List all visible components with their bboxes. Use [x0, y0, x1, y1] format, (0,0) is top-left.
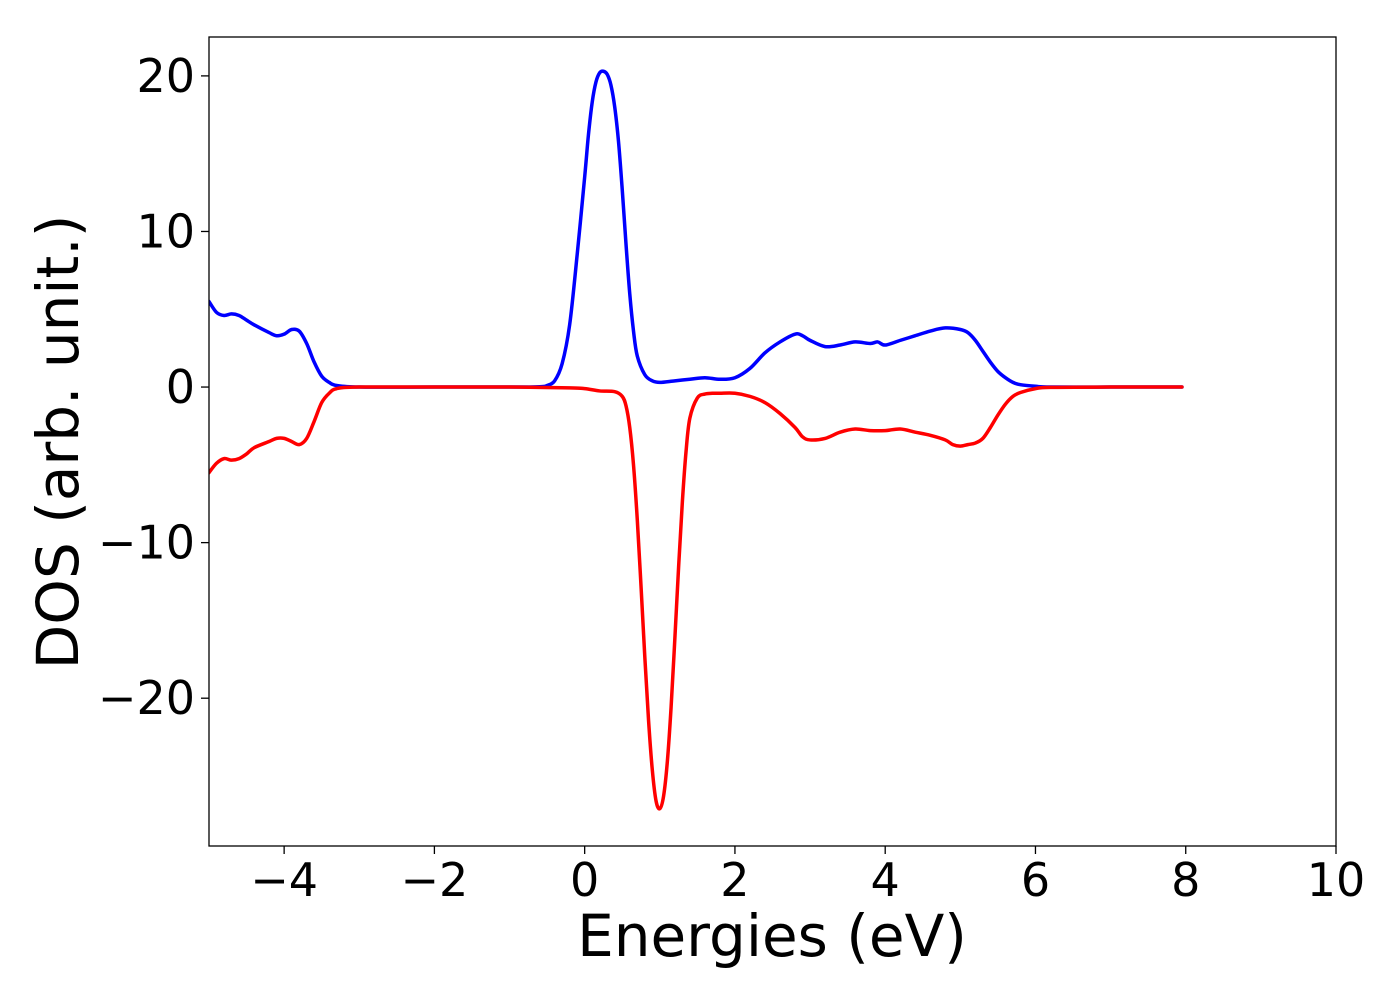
- x-axis: −4 −2 0 2 4 6 8 10: [250, 846, 1365, 907]
- x-tick-label: 10: [1307, 853, 1366, 907]
- x-tick-label: −4: [250, 853, 318, 907]
- y-tick-label: 0: [166, 360, 195, 414]
- y-tick-label: −10: [98, 516, 195, 570]
- y-tick-label: 10: [136, 204, 195, 258]
- x-tick-label: 2: [720, 853, 749, 907]
- y-axis-label: DOS (arb. unit.): [24, 215, 92, 670]
- y-tick-label: 20: [136, 49, 195, 103]
- x-tick-label: −2: [400, 853, 468, 907]
- x-axis-label: Energies (eV): [577, 902, 967, 970]
- series-line-1: [209, 69, 1184, 389]
- plot-frame: [208, 36, 1337, 847]
- x-tick-label: 6: [1021, 853, 1050, 907]
- series-line-2: [209, 385, 1184, 811]
- y-axis: 20 10 0 −10 −20: [98, 49, 209, 725]
- x-tick-label: 8: [1171, 853, 1200, 907]
- x-tick-label: 0: [570, 853, 599, 907]
- x-tick-label: 4: [871, 853, 900, 907]
- series-layer: [209, 69, 1184, 811]
- y-tick-label: −20: [98, 671, 195, 725]
